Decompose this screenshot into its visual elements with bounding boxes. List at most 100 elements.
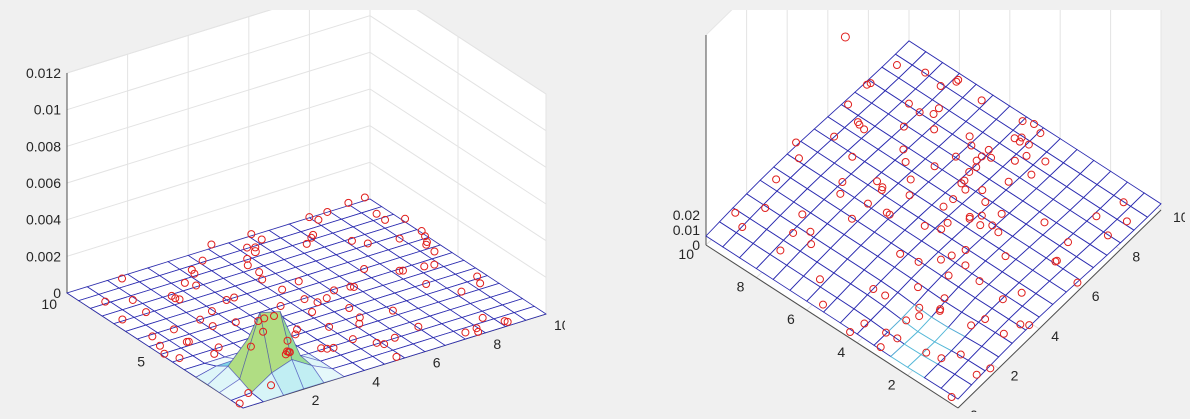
data-point bbox=[977, 152, 986, 161]
data-point bbox=[869, 285, 878, 294]
data-point bbox=[1027, 170, 1036, 179]
data-point bbox=[915, 312, 924, 321]
data-point bbox=[914, 257, 923, 266]
data-point bbox=[323, 207, 332, 216]
data-point bbox=[789, 228, 798, 237]
data-point bbox=[305, 213, 314, 222]
data-point bbox=[882, 328, 891, 337]
y-tick-label: 10 bbox=[41, 296, 57, 312]
data-point bbox=[978, 186, 987, 195]
x-tick-label: 6 bbox=[1092, 288, 1100, 304]
data-point bbox=[965, 167, 974, 176]
y-tick-label: 5 bbox=[137, 354, 145, 370]
x-tick-label: 0 bbox=[251, 411, 259, 412]
data-point bbox=[398, 266, 407, 275]
data-point bbox=[196, 315, 205, 324]
data-point bbox=[476, 279, 485, 288]
data-point bbox=[998, 295, 1007, 304]
data-point bbox=[372, 338, 381, 347]
data-point bbox=[148, 332, 157, 341]
data-point bbox=[866, 79, 875, 88]
data-point bbox=[461, 328, 470, 337]
x-tick-label: 0 bbox=[970, 407, 978, 412]
data-point bbox=[798, 210, 807, 219]
y-tick-label: 4 bbox=[837, 344, 845, 360]
data-point bbox=[244, 388, 253, 397]
data-point bbox=[243, 243, 252, 252]
data-point bbox=[246, 342, 255, 351]
data-point bbox=[422, 280, 431, 289]
z-tick-label: 0.01 bbox=[34, 102, 61, 118]
data-point bbox=[961, 261, 970, 270]
data-point bbox=[954, 75, 963, 84]
data-point bbox=[873, 177, 882, 186]
data-point bbox=[920, 221, 929, 230]
data-point bbox=[972, 370, 981, 379]
data-point bbox=[937, 354, 946, 363]
data-point bbox=[934, 104, 943, 113]
data-point bbox=[853, 118, 862, 127]
data-point bbox=[1051, 257, 1060, 266]
data-point bbox=[922, 348, 931, 357]
data-point bbox=[392, 352, 401, 361]
data-point bbox=[243, 261, 252, 270]
x-axis-line bbox=[957, 209, 1162, 409]
data-point bbox=[951, 152, 960, 161]
data-point bbox=[309, 230, 318, 239]
data-point bbox=[430, 247, 439, 256]
data-point-outlier bbox=[840, 32, 850, 42]
x-tick-label: 10 bbox=[1173, 209, 1185, 225]
data-point bbox=[314, 215, 323, 224]
data-point bbox=[184, 337, 193, 346]
data-point bbox=[247, 230, 256, 239]
data-point bbox=[806, 227, 815, 236]
y-tick-label: 6 bbox=[787, 311, 795, 327]
data-point bbox=[846, 327, 855, 336]
data-point bbox=[930, 162, 939, 171]
data-point bbox=[952, 77, 961, 86]
z-tick-label: 0 bbox=[53, 285, 61, 301]
data-point bbox=[899, 145, 908, 154]
data-point bbox=[346, 282, 355, 291]
data-point bbox=[235, 399, 244, 408]
data-point bbox=[1040, 218, 1049, 227]
data-point bbox=[473, 272, 482, 281]
data-point bbox=[323, 344, 332, 353]
y-tick-label: 0 bbox=[938, 409, 946, 412]
data-point bbox=[902, 316, 911, 325]
data-point bbox=[270, 311, 279, 320]
data-point bbox=[276, 302, 285, 311]
x-tick-label: 8 bbox=[493, 336, 501, 352]
data-point bbox=[257, 235, 266, 244]
data-point bbox=[914, 283, 923, 292]
data-point bbox=[1022, 151, 1031, 160]
data-point bbox=[414, 322, 423, 331]
data-point bbox=[976, 221, 985, 230]
surface-plot-right: 00.010.0202468100246810 bbox=[673, 0, 1189, 419]
data-point bbox=[1024, 140, 1033, 149]
data-point bbox=[210, 349, 219, 358]
data-point bbox=[915, 303, 924, 312]
data-point bbox=[860, 125, 869, 134]
data-point bbox=[291, 330, 300, 339]
data-point bbox=[844, 100, 853, 109]
data-point bbox=[160, 349, 169, 358]
data-point bbox=[422, 238, 431, 247]
data-point bbox=[472, 324, 481, 333]
data-point bbox=[355, 319, 364, 328]
data-point bbox=[944, 271, 953, 280]
x-tick-label: 4 bbox=[372, 373, 380, 389]
data-point bbox=[981, 315, 990, 324]
data-point bbox=[1015, 137, 1024, 146]
data-point bbox=[1025, 321, 1034, 330]
data-point bbox=[986, 364, 995, 373]
data-point bbox=[390, 333, 399, 342]
data-point bbox=[905, 191, 914, 200]
z-tick-label: 0.008 bbox=[26, 138, 61, 154]
z-gridline bbox=[66, 0, 547, 95]
data-point bbox=[171, 294, 180, 303]
data-point bbox=[348, 335, 357, 344]
data-point bbox=[329, 343, 338, 352]
data-point bbox=[230, 293, 239, 302]
y-axis-line bbox=[705, 244, 959, 409]
